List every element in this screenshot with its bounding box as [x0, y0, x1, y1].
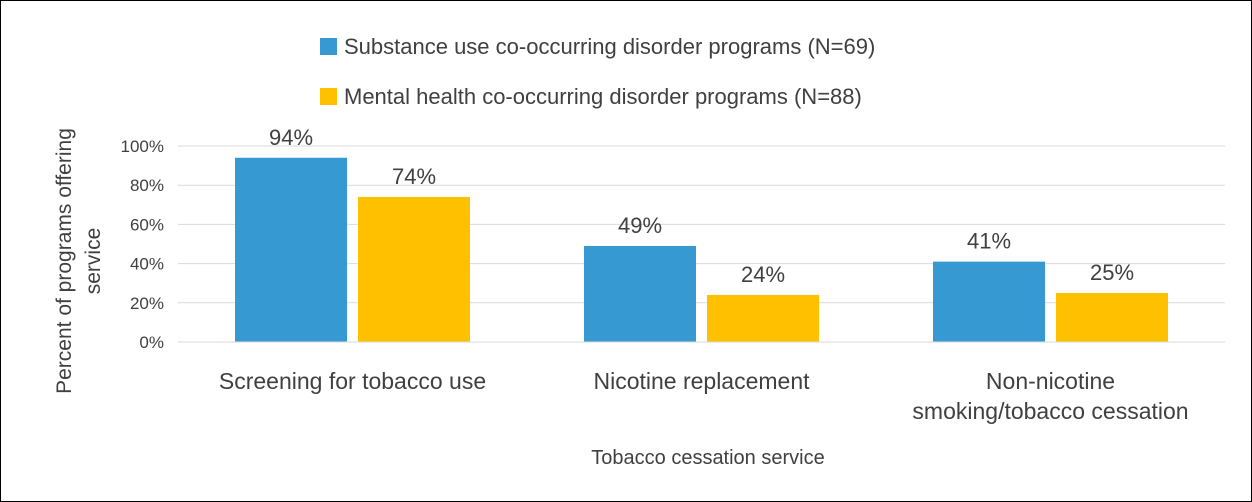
- legend-label: Mental health co-occurring disorder prog…: [344, 84, 862, 109]
- data-label: 74%: [392, 164, 436, 189]
- data-label: 24%: [741, 262, 785, 287]
- bar-series-1: [584, 245, 696, 342]
- data-label: 94%: [269, 125, 313, 150]
- bar-series-1: [235, 157, 347, 342]
- data-label: 25%: [1090, 260, 1134, 285]
- bar-series-1: [933, 261, 1045, 342]
- y-tick-label: 80%: [130, 176, 164, 195]
- y-tick-label: 40%: [130, 255, 164, 274]
- bar-series-2: [358, 196, 470, 342]
- x-axis-title: Tobacco cessation service: [591, 447, 824, 469]
- y-axis-title: Percent of programs offering: [53, 128, 76, 394]
- bar-series-2: [1056, 293, 1168, 342]
- y-tick-label: 60%: [130, 215, 164, 234]
- y-tick-label: 100%: [121, 137, 164, 156]
- y-tick-label: 20%: [130, 294, 164, 313]
- legend-swatch-series-2: [320, 88, 337, 105]
- legend-label: Substance use co-occurring disorder prog…: [344, 34, 875, 59]
- legend-swatch-series-1: [320, 38, 337, 55]
- y-tick-label: 0%: [139, 333, 164, 352]
- x-category-label: Screening for tobacco use: [219, 368, 486, 394]
- data-label: 41%: [967, 229, 1011, 254]
- y-axis-title: service: [82, 228, 105, 295]
- bar-series-2: [707, 294, 819, 342]
- x-category-label: Nicotine replacement: [593, 368, 810, 394]
- data-label: 49%: [618, 213, 662, 238]
- x-category-label: Non-nicotine: [986, 368, 1115, 394]
- x-category-label: smoking/tobacco cessation: [912, 398, 1188, 424]
